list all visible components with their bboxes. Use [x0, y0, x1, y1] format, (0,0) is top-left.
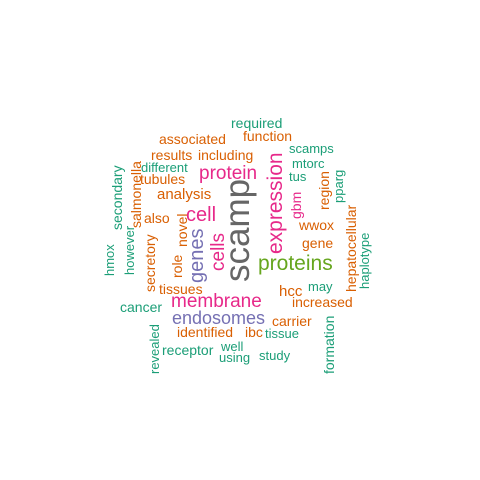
word-associated: associated [159, 131, 226, 147]
word-genes: genes [186, 228, 208, 284]
word-scamp: scamp [218, 178, 257, 282]
word-secondary: secondary [109, 165, 125, 230]
word-wwox: wwox [299, 217, 335, 233]
word-identified: identified [177, 324, 234, 340]
word-gbm: gbm [288, 191, 304, 219]
word-salmonella: salmonella [128, 161, 144, 228]
word-gene: gene [302, 235, 334, 251]
word-proteins: proteins [258, 252, 333, 275]
word-hmox: hmox [102, 244, 117, 276]
word-mtorc: mtorc [292, 156, 325, 171]
word-scamps: scamps [289, 141, 334, 156]
word-including: including [198, 147, 254, 163]
word-hepatocellular: hepatocellular [343, 204, 359, 292]
word-tus: tus [289, 169, 307, 184]
word-tissues: tissues [159, 281, 203, 297]
word-receptor: receptor [162, 342, 214, 358]
word-different: different [141, 160, 188, 175]
word-expression: expression [264, 152, 287, 254]
word-cell: cell [186, 204, 217, 226]
word-revealed: revealed [147, 324, 162, 374]
word-tissue: tissue [265, 326, 299, 341]
word-carrier: carrier [272, 313, 312, 329]
word-may: may [308, 279, 333, 294]
word-secretory: secretory [142, 234, 158, 292]
word-endosomes: endosomes [172, 308, 266, 328]
word-haplotype: haplotype [357, 232, 372, 289]
word-formation: formation [321, 315, 337, 374]
word-membrane: membrane [171, 291, 262, 312]
word-function: function [243, 128, 293, 144]
word-protein: protein [199, 163, 258, 184]
word-ibc: ibc [245, 324, 263, 340]
word-increased: increased [292, 294, 353, 310]
word-role: role [169, 254, 185, 278]
word-required: required [231, 115, 283, 131]
word-cancer: cancer [120, 299, 163, 315]
word-hcc: hcc [279, 283, 303, 300]
word-however: however [122, 225, 137, 275]
word-analysis: analysis [157, 186, 212, 203]
word-also: also [144, 210, 170, 226]
word-tubules: tubules [140, 171, 186, 187]
word-well: well [221, 339, 244, 354]
word-using: using [219, 350, 251, 365]
word-results: results [151, 147, 193, 163]
word-region: region [316, 171, 332, 210]
word-pparg: pparg [331, 169, 346, 203]
word-study: study [259, 348, 291, 363]
